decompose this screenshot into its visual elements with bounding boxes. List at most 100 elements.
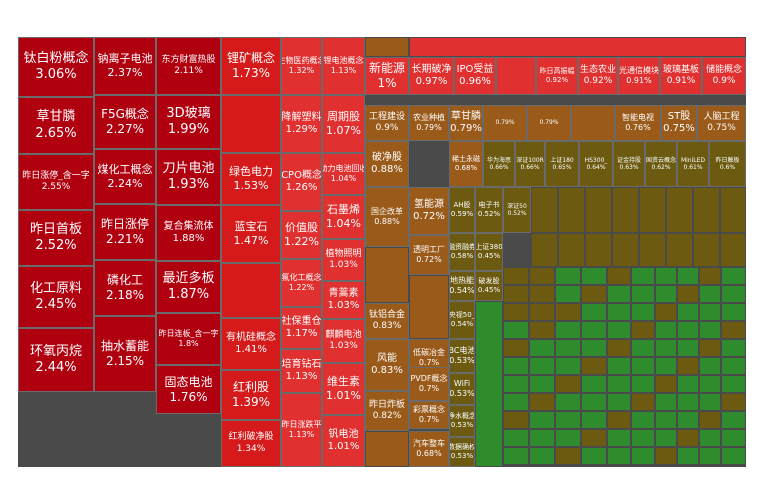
treemap-tile[interactable]: 煤化工概念 2.24% — [94, 149, 156, 204]
treemap-tile[interactable]: 东方财富热股 2.11% — [156, 37, 221, 95]
treemap-tile[interactable] — [496, 57, 536, 95]
treemap-tile[interactable]: 蓝宝石 1.47% — [221, 205, 281, 263]
treemap-small-tile[interactable] — [607, 447, 631, 465]
treemap-small-tile[interactable] — [631, 411, 655, 429]
treemap-tile[interactable]: 磷化工 2.18% — [94, 260, 156, 316]
treemap-tile[interactable]: 钠离子电池 2.37% — [94, 37, 156, 95]
treemap-small-tile[interactable] — [503, 285, 529, 303]
treemap-small-tile[interactable] — [612, 187, 639, 233]
treemap-tile[interactable]: 降解塑料 1.29% — [281, 95, 322, 153]
treemap-small-tile[interactable] — [677, 321, 699, 339]
treemap-small-tile[interactable] — [720, 233, 746, 267]
treemap-small-tile[interactable] — [699, 321, 721, 339]
treemap-small-tile[interactable] — [409, 37, 746, 57]
treemap-small-tile[interactable] — [655, 429, 677, 447]
treemap-tile[interactable]: 汽车整车 0.68% — [409, 431, 449, 467]
treemap-tile[interactable]: 深证50 0.52% — [503, 187, 531, 233]
treemap-tile[interactable]: 玻璃基板 0.91% — [660, 57, 702, 95]
treemap-tile[interactable]: 破发股 0.45% — [475, 271, 503, 301]
treemap-small-tile[interactable] — [677, 303, 699, 321]
treemap-tile[interactable]: 电子书 0.52% — [475, 187, 503, 233]
treemap-tile[interactable]: 彩票概念 0.7% — [409, 401, 449, 429]
treemap-small-tile[interactable] — [475, 301, 503, 467]
treemap-small-tile[interactable] — [555, 303, 581, 321]
treemap-small-tile[interactable] — [631, 393, 655, 411]
treemap-tile[interactable]: 昨日首板 2.52% — [18, 210, 94, 266]
treemap-small-tile[interactable] — [555, 411, 581, 429]
treemap-small-tile[interactable] — [503, 339, 529, 357]
treemap-tile[interactable]: PVDF概念 0.7% — [409, 367, 449, 401]
treemap-small-tile[interactable] — [639, 187, 666, 233]
treemap-small-tile[interactable] — [655, 267, 677, 285]
treemap-tile[interactable]: 钛铝合金 0.83% — [365, 303, 409, 339]
treemap-small-tile[interactable] — [555, 447, 581, 465]
treemap-tile[interactable]: 数据确权 0.53% — [449, 437, 475, 467]
treemap-small-tile[interactable] — [655, 411, 677, 429]
treemap-small-tile[interactable] — [555, 429, 581, 447]
treemap-small-tile[interactable] — [677, 393, 699, 411]
treemap-small-tile[interactable] — [503, 357, 529, 375]
treemap-small-tile[interactable] — [503, 429, 529, 447]
treemap-small-tile[interactable] — [721, 339, 746, 357]
treemap-tile[interactable]: 国资云概念 0.62% — [645, 141, 677, 187]
treemap-small-tile[interactable] — [607, 303, 631, 321]
treemap-tile[interactable]: 锂电池概念 1.13% — [322, 37, 365, 95]
treemap-tile[interactable]: 深证100R 0.66% — [515, 141, 545, 187]
treemap-small-tile[interactable] — [365, 37, 409, 57]
treemap-small-tile[interactable] — [555, 267, 581, 285]
treemap-small-tile[interactable] — [581, 321, 607, 339]
treemap-tile[interactable]: 固态电池 1.76% — [156, 365, 221, 414]
treemap-small-tile[interactable] — [529, 393, 555, 411]
treemap-tile[interactable]: 绿色电力 1.53% — [221, 153, 281, 205]
treemap-small-tile[interactable] — [529, 321, 555, 339]
treemap-small-tile[interactable] — [555, 375, 581, 393]
treemap-tile[interactable]: 红利股 1.39% — [221, 370, 281, 420]
treemap-small-tile[interactable] — [699, 393, 721, 411]
treemap-tile[interactable]: 华为海思 0.66% — [483, 141, 515, 187]
treemap-small-tile[interactable] — [721, 267, 746, 285]
treemap-tile[interactable]: 昨日涨跌平 1.13% — [281, 393, 322, 467]
treemap-small-tile[interactable] — [529, 429, 555, 447]
treemap-small-tile[interactable] — [677, 339, 699, 357]
treemap-small-tile[interactable] — [631, 429, 655, 447]
treemap-small-tile[interactable] — [720, 187, 746, 233]
treemap-tile[interactable]: 3D玻璃 1.99% — [156, 95, 221, 149]
treemap-small-tile[interactable] — [693, 187, 720, 233]
treemap-tile[interactable]: 石墨烯 1.04% — [322, 195, 365, 239]
treemap-tile[interactable]: 生物医药概念1.32% — [281, 37, 322, 95]
treemap-tile[interactable]: 国企改革 0.88% — [365, 187, 409, 247]
treemap-tile[interactable]: CPO概念 1.26% — [281, 153, 322, 211]
treemap-tile[interactable]: 生态农业 0.92% — [578, 57, 618, 95]
treemap-small-tile[interactable] — [607, 267, 631, 285]
treemap-small-tile[interactable] — [581, 447, 607, 465]
treemap-tile[interactable]: 稀土永磁 0.68% — [449, 141, 483, 187]
treemap-small-tile[interactable] — [699, 447, 721, 465]
treemap-tile[interactable]: 昨日高振幅 0.92% — [536, 57, 578, 95]
treemap-tile[interactable]: HS300_ 0.64% — [579, 141, 613, 187]
treemap-tile[interactable]: 上证180 0.65% — [545, 141, 579, 187]
treemap-small-tile[interactable] — [721, 357, 746, 375]
treemap-small-tile[interactable] — [699, 285, 721, 303]
treemap-small-tile[interactable] — [503, 393, 529, 411]
treemap-tile[interactable]: 昨日连板_含一字 1.8% — [156, 313, 221, 365]
treemap-tile[interactable]: IPO受益 0.96% — [454, 57, 496, 95]
treemap-small-tile[interactable] — [607, 411, 631, 429]
treemap-small-tile[interactable] — [677, 429, 699, 447]
treemap-small-tile[interactable] — [503, 447, 529, 465]
treemap-tile[interactable]: 透明工厂 0.72% — [409, 235, 449, 275]
treemap-small-tile[interactable] — [555, 285, 581, 303]
treemap-small-tile[interactable] — [612, 233, 639, 267]
treemap-tile[interactable]: 长期破净 0.97% — [409, 57, 454, 95]
treemap-small-tile[interactable] — [503, 375, 529, 393]
treemap-small-tile[interactable] — [699, 303, 721, 321]
treemap-small-tile[interactable] — [555, 321, 581, 339]
treemap-small-tile[interactable] — [581, 339, 607, 357]
treemap-tile[interactable]: 麒麟电池 1.03% — [322, 319, 365, 363]
treemap-small-tile[interactable] — [699, 267, 721, 285]
treemap-tile[interactable]: 青蒿素 1.03% — [322, 281, 365, 319]
treemap-small-tile[interactable] — [721, 285, 746, 303]
treemap-tile[interactable]: 钒电池 1.01% — [322, 415, 365, 467]
treemap-tile[interactable]: 环氧丙烷 2.44% — [18, 328, 94, 392]
treemap-small-tile[interactable] — [721, 303, 746, 321]
treemap-small-tile[interactable] — [581, 285, 607, 303]
